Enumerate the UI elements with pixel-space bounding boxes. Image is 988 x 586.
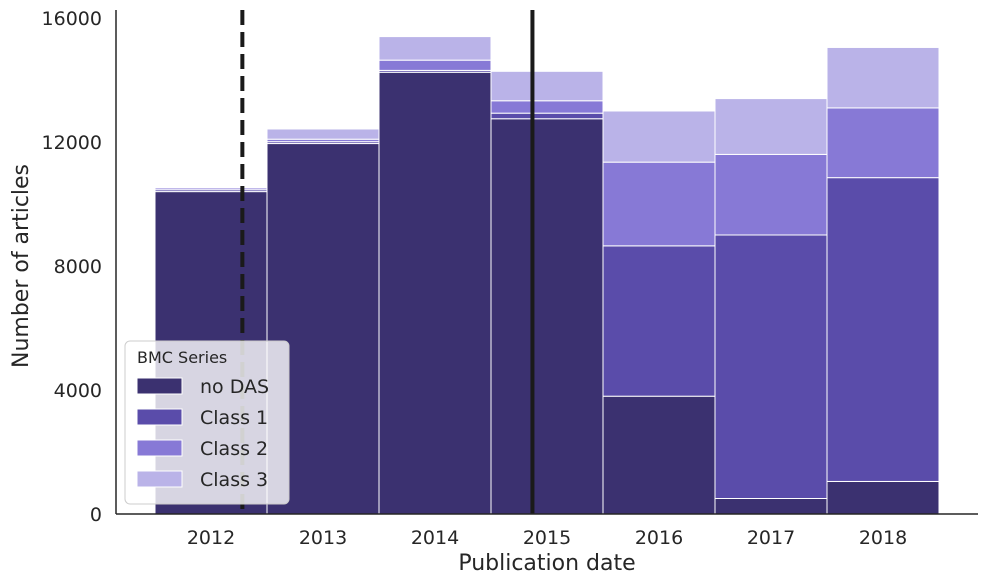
x-tick-label: 2013 xyxy=(299,527,347,549)
x-tick-label: 2016 xyxy=(635,527,683,549)
bar-2015-class-2 xyxy=(490,100,604,114)
y-axis-label: Number of articles xyxy=(9,164,34,368)
legend-title: BMC Series xyxy=(137,348,227,367)
bar-2014-class-2 xyxy=(378,59,492,71)
bar-2014-no-das xyxy=(378,71,492,515)
bar-2018-class-3 xyxy=(826,46,940,109)
x-tick-label: 2012 xyxy=(187,527,235,549)
bar-2016-no-das xyxy=(602,395,716,515)
x-tick-label: 2014 xyxy=(411,527,459,549)
y-tick-labels: 0 4000 8000 12000 16000 xyxy=(42,8,102,526)
axes xyxy=(115,10,978,515)
y-tick-label: 0 xyxy=(90,504,102,526)
legend-label-class-3: Class 3 xyxy=(200,469,268,491)
bar-2016-class-3 xyxy=(602,110,716,163)
legend-items: no DAS Class 1 Class 2 Class 3 xyxy=(136,376,269,491)
x-tick-labels: 2012 2013 2014 2015 2016 2017 2018 xyxy=(187,527,907,549)
bar-2017-no-das xyxy=(714,498,828,515)
x-tick-label: 2015 xyxy=(523,527,571,549)
bar-2014-class-3 xyxy=(378,36,492,61)
y-tick-label: 4000 xyxy=(54,380,102,402)
legend-label-no-das: no DAS xyxy=(200,376,269,398)
bar-2018-class-2 xyxy=(826,107,940,179)
bar-2015-class-3 xyxy=(490,70,604,102)
legend-swatch-class-3 xyxy=(136,470,183,488)
bar-2017-class-3 xyxy=(714,98,828,155)
bar-2012-class-3 xyxy=(154,186,268,189)
bar-2018-class-1 xyxy=(826,177,940,482)
x-tick-label: 2018 xyxy=(859,527,907,549)
bar-2015-no-das xyxy=(490,118,604,515)
legend-swatch-class-1 xyxy=(136,408,183,426)
y-tick-label: 16000 xyxy=(42,8,102,30)
bar-2016-class-2 xyxy=(602,161,716,247)
legend-label-class-2: Class 2 xyxy=(200,438,268,460)
bar-2017-class-1 xyxy=(714,234,828,499)
x-axis-label: Publication date xyxy=(458,551,635,576)
y-tick-label: 12000 xyxy=(42,132,102,154)
legend-swatch-class-2 xyxy=(136,439,183,457)
legend-label-class-1: Class 1 xyxy=(200,407,268,429)
bar-2016-class-1 xyxy=(602,245,716,397)
bar-2015-class-1 xyxy=(490,112,604,120)
bar-2017-class-2 xyxy=(714,153,828,236)
bar-2013-class-3 xyxy=(266,128,380,140)
legend: BMC Series no DAS Class 1 Class 2 Class 3 xyxy=(124,340,290,505)
x-tick-label: 2017 xyxy=(747,527,795,549)
y-tick-label: 8000 xyxy=(54,256,102,278)
bar-2018-no-das xyxy=(826,480,940,515)
legend-swatch-no-das xyxy=(136,377,183,395)
